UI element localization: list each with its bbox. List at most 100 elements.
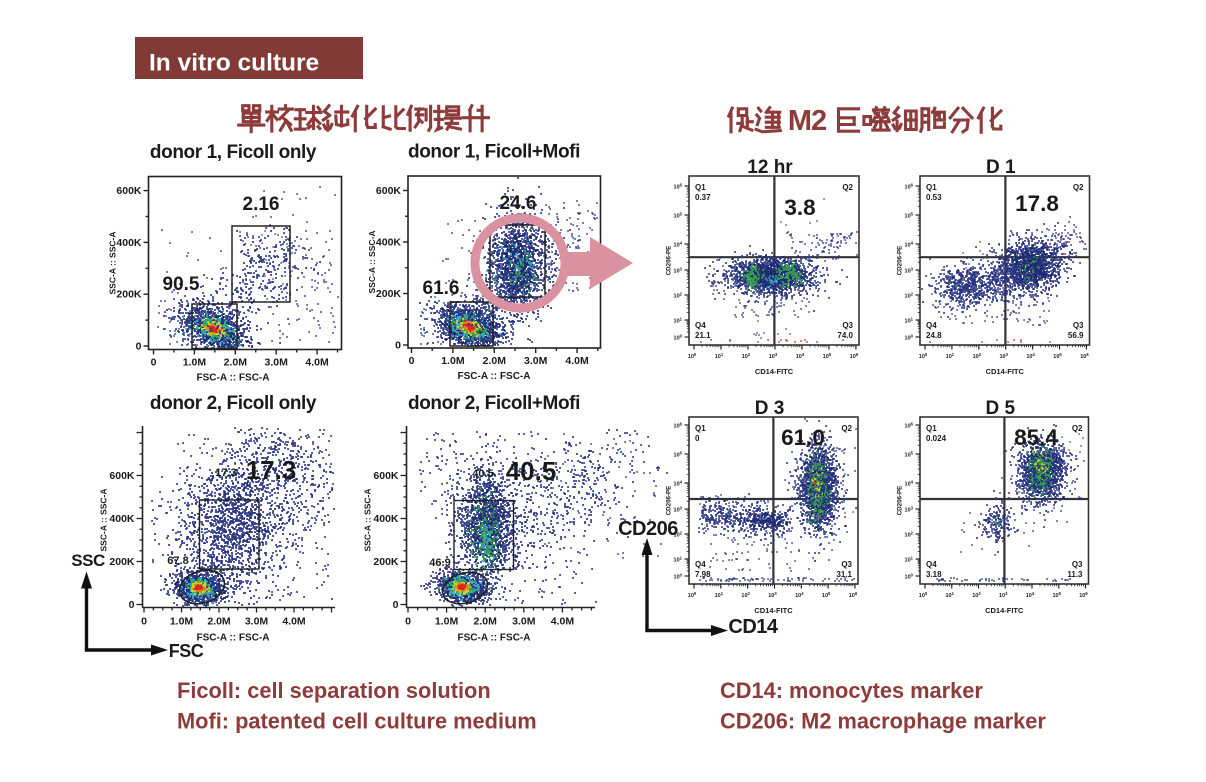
svg-text:103: 103 bbox=[905, 266, 914, 274]
svg-text:SSC-A :: SSC-A: SSC-A :: SSC-A bbox=[367, 231, 377, 294]
svg-text:600K: 600K bbox=[116, 185, 142, 197]
svg-text:CD206-PE: CD206-PE bbox=[666, 246, 673, 276]
svg-text:106: 106 bbox=[849, 591, 858, 599]
svg-text:Q3: Q3 bbox=[842, 321, 853, 330]
svg-text:61.6: 61.6 bbox=[423, 278, 460, 299]
svg-text:CD14: CD14 bbox=[728, 616, 779, 638]
svg-text:Q3: Q3 bbox=[1073, 321, 1084, 330]
svg-text:1.0M: 1.0M bbox=[435, 616, 459, 628]
svg-text:100: 100 bbox=[919, 591, 928, 599]
svg-text:100: 100 bbox=[688, 352, 697, 360]
svg-text:D 5: D 5 bbox=[985, 398, 1015, 419]
svg-text:Mofi: patented cell culture me: Mofi: patented cell culture medium bbox=[177, 709, 537, 734]
svg-text:CD14-FITC: CD14-FITC bbox=[754, 606, 793, 615]
svg-text:2.0M: 2.0M bbox=[207, 616, 231, 628]
svg-text:2.16: 2.16 bbox=[243, 194, 280, 215]
svg-text:200K: 200K bbox=[109, 556, 135, 568]
svg-text:11.3: 11.3 bbox=[1067, 570, 1083, 579]
svg-text:Q4: Q4 bbox=[926, 321, 937, 330]
svg-text:17.3: 17.3 bbox=[246, 455, 297, 485]
svg-text:0: 0 bbox=[395, 340, 401, 352]
svg-text:Q1: Q1 bbox=[695, 424, 706, 433]
svg-text:100: 100 bbox=[674, 333, 683, 341]
svg-text:31.1: 31.1 bbox=[836, 570, 852, 579]
svg-text:105: 105 bbox=[822, 591, 831, 599]
svg-text:M2: M2 bbox=[788, 105, 826, 137]
svg-text:600K: 600K bbox=[376, 185, 402, 197]
svg-text:103: 103 bbox=[999, 352, 1008, 360]
svg-text:In vitro culture: In vitro culture bbox=[149, 50, 319, 77]
svg-text:FSC-A :: FSC-A: FSC-A :: FSC-A bbox=[197, 633, 270, 644]
svg-text:SSC-A :: SSC-A: SSC-A :: SSC-A bbox=[363, 489, 373, 552]
svg-text:Q4: Q4 bbox=[926, 560, 937, 569]
svg-text:CD206-PE: CD206-PE bbox=[897, 486, 904, 516]
svg-text:600K: 600K bbox=[109, 470, 135, 482]
svg-text:106: 106 bbox=[674, 421, 683, 429]
svg-text:SSC: SSC bbox=[71, 551, 105, 570]
svg-text:105: 105 bbox=[674, 211, 683, 219]
svg-text:106: 106 bbox=[905, 182, 914, 190]
svg-text:101: 101 bbox=[946, 591, 955, 599]
svg-text:101: 101 bbox=[674, 555, 683, 563]
svg-text:2.0M: 2.0M bbox=[483, 355, 507, 367]
svg-text:FSC-A :: FSC-A: FSC-A :: FSC-A bbox=[197, 373, 270, 384]
svg-text:102: 102 bbox=[674, 530, 683, 538]
svg-text:103: 103 bbox=[768, 591, 777, 599]
svg-text:104: 104 bbox=[1026, 591, 1035, 599]
svg-text:3.18: 3.18 bbox=[926, 570, 942, 579]
svg-text:FSC: FSC bbox=[169, 641, 204, 661]
svg-text:CD14: monocytes marker: CD14: monocytes marker bbox=[720, 678, 983, 703]
svg-text:102: 102 bbox=[905, 530, 914, 538]
svg-text:105: 105 bbox=[823, 352, 832, 360]
svg-text:Q2: Q2 bbox=[1073, 183, 1084, 192]
svg-text:3.8: 3.8 bbox=[784, 195, 815, 220]
svg-text:0: 0 bbox=[141, 616, 147, 628]
svg-text:104: 104 bbox=[796, 352, 805, 360]
svg-text:CD206: M2 macrophage marker: CD206: M2 macrophage marker bbox=[720, 709, 1046, 734]
svg-text:104: 104 bbox=[905, 479, 914, 487]
svg-text:102: 102 bbox=[973, 352, 982, 360]
svg-text:Q3: Q3 bbox=[1072, 560, 1083, 569]
svg-text:0: 0 bbox=[129, 599, 135, 611]
svg-text:Q1: Q1 bbox=[926, 424, 937, 433]
svg-text:17.8: 17.8 bbox=[1015, 191, 1059, 216]
svg-text:0: 0 bbox=[151, 357, 157, 369]
svg-text:106: 106 bbox=[1079, 591, 1088, 599]
svg-text:100: 100 bbox=[674, 572, 683, 580]
svg-text:17.3: 17.3 bbox=[215, 467, 236, 479]
svg-text:600K: 600K bbox=[373, 470, 399, 482]
svg-text:101: 101 bbox=[674, 316, 683, 324]
svg-text:0: 0 bbox=[695, 434, 700, 443]
svg-text:FSC-A :: FSC-A: FSC-A :: FSC-A bbox=[458, 371, 531, 382]
svg-text:Q3: Q3 bbox=[841, 560, 852, 569]
svg-text:Q2: Q2 bbox=[842, 183, 853, 192]
svg-text:4.0M: 4.0M bbox=[282, 616, 306, 628]
svg-text:4.0M: 4.0M bbox=[305, 357, 329, 369]
svg-text:24.8: 24.8 bbox=[926, 331, 942, 340]
svg-text:2.0M: 2.0M bbox=[474, 616, 498, 628]
svg-text:103: 103 bbox=[999, 591, 1008, 599]
svg-text:SSC-A :: SSC-A: SSC-A :: SSC-A bbox=[108, 232, 118, 295]
svg-text:106: 106 bbox=[850, 352, 859, 360]
svg-text:donor 1, Ficoll only: donor 1, Ficoll only bbox=[150, 142, 317, 163]
svg-text:0.37: 0.37 bbox=[695, 193, 711, 202]
svg-text:102: 102 bbox=[905, 291, 914, 299]
svg-text:CD206: CD206 bbox=[618, 518, 678, 540]
svg-text:61.0: 61.0 bbox=[781, 425, 825, 450]
svg-text:400K: 400K bbox=[376, 237, 402, 249]
svg-text:Q4: Q4 bbox=[695, 560, 706, 569]
svg-text:102: 102 bbox=[674, 291, 683, 299]
svg-text:101: 101 bbox=[905, 316, 914, 324]
svg-text:Q1: Q1 bbox=[695, 183, 706, 192]
svg-text:1.0M: 1.0M bbox=[441, 355, 465, 367]
svg-text:Q2: Q2 bbox=[1072, 424, 1083, 433]
svg-text:0.024: 0.024 bbox=[926, 434, 947, 443]
svg-text:7.98: 7.98 bbox=[695, 570, 711, 579]
svg-text:SSC-A :: SSC-A: SSC-A :: SSC-A bbox=[99, 489, 109, 552]
svg-text:4.0M: 4.0M bbox=[565, 355, 589, 367]
svg-text:56.9: 56.9 bbox=[1068, 331, 1084, 340]
svg-text:102: 102 bbox=[741, 591, 750, 599]
svg-text:105: 105 bbox=[905, 211, 914, 219]
svg-text:40.5: 40.5 bbox=[506, 456, 557, 486]
svg-text:102: 102 bbox=[972, 591, 981, 599]
